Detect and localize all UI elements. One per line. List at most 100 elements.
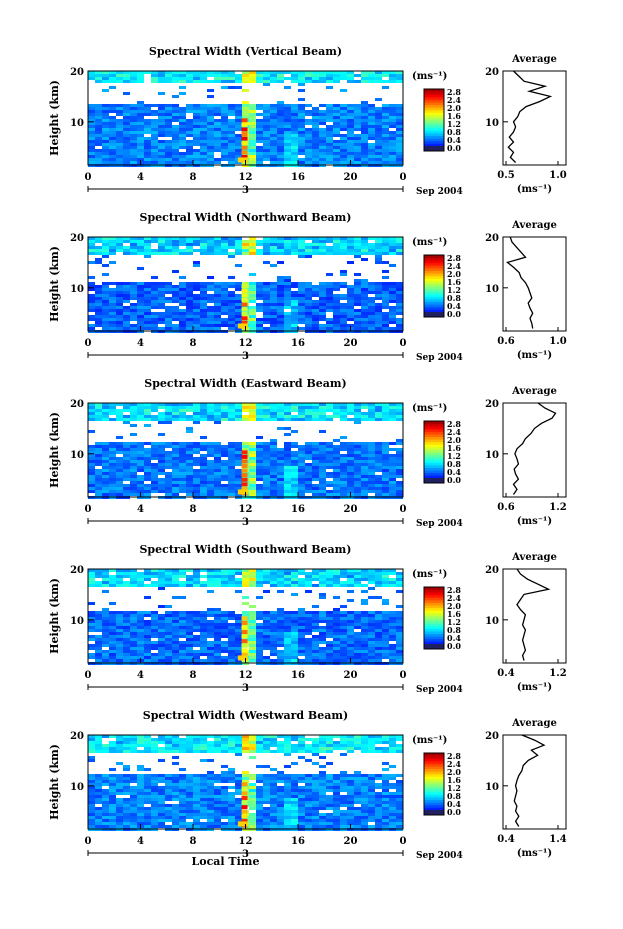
heatmap-cell bbox=[354, 472, 361, 475]
heatmap-cell bbox=[214, 442, 221, 445]
heatmap-cell bbox=[214, 409, 221, 412]
heatmap-cell bbox=[263, 403, 270, 406]
heatmap-cell bbox=[186, 611, 193, 614]
heatmap-cell bbox=[298, 620, 305, 623]
heatmap-cell bbox=[361, 744, 368, 747]
heatmap-cell bbox=[291, 575, 298, 578]
heatmap-cell bbox=[179, 466, 186, 469]
heatmap-cell bbox=[221, 584, 228, 587]
heatmap-cell bbox=[151, 472, 158, 475]
heatmap-cell bbox=[333, 125, 340, 128]
heatmap-cell bbox=[242, 744, 249, 747]
heatmap-cell bbox=[228, 581, 235, 584]
heatmap-cell bbox=[193, 137, 200, 140]
heatmap-cell bbox=[137, 249, 144, 252]
heatmap-cell bbox=[88, 611, 95, 614]
heatmap-cell bbox=[214, 493, 221, 496]
heatmap-cell bbox=[375, 641, 382, 644]
heatmap-cell bbox=[137, 321, 144, 324]
heatmap-cell bbox=[249, 650, 256, 653]
heatmap-cell bbox=[116, 744, 123, 747]
heatmap-cell bbox=[186, 119, 193, 122]
heatmap-cell bbox=[326, 629, 333, 632]
heatmap-cell bbox=[109, 152, 116, 155]
heatmap-cell bbox=[249, 273, 256, 276]
heatmap-cell bbox=[326, 297, 333, 300]
heatmap-cell bbox=[228, 445, 235, 448]
heatmap-cell bbox=[214, 641, 221, 644]
heatmap-cell bbox=[228, 312, 235, 315]
heatmap-cell bbox=[109, 735, 116, 738]
heatmap-cell bbox=[151, 774, 158, 777]
heatmap-cell bbox=[291, 303, 298, 306]
heatmap-cell bbox=[256, 611, 263, 614]
heatmap-cell bbox=[200, 149, 207, 152]
avg-x-tick-label: 0.4 bbox=[497, 668, 514, 679]
heatmap-cell bbox=[326, 321, 333, 324]
heatmap-cell bbox=[123, 146, 130, 149]
heatmap-cell bbox=[193, 128, 200, 131]
heatmap-cell bbox=[291, 611, 298, 614]
heatmap-cell bbox=[242, 747, 249, 750]
heatmap-cell bbox=[102, 243, 109, 246]
heatmap-cell bbox=[158, 243, 165, 246]
heatmap-cell bbox=[123, 623, 130, 626]
heatmap-cell bbox=[354, 122, 361, 125]
heatmap-cell bbox=[158, 735, 165, 738]
heatmap-cell bbox=[95, 623, 102, 626]
heatmap-cell bbox=[221, 448, 228, 451]
x-tick-label: 0 bbox=[85, 338, 92, 349]
heatmap-cell bbox=[109, 626, 116, 629]
heatmap-cell bbox=[333, 237, 340, 240]
heatmap-cell bbox=[109, 409, 116, 412]
heatmap-cell bbox=[221, 303, 228, 306]
heatmap-cell bbox=[207, 116, 214, 119]
heatmap-cell bbox=[319, 614, 326, 617]
heatmap-cell bbox=[88, 249, 95, 252]
heatmap-cell bbox=[102, 572, 109, 575]
heatmap-cell bbox=[144, 744, 151, 747]
heatmap-cell bbox=[340, 273, 347, 276]
heatmap-cell bbox=[291, 125, 298, 128]
heatmap-cell bbox=[256, 113, 263, 116]
heatmap-cell bbox=[151, 161, 158, 164]
heatmap-cell bbox=[354, 487, 361, 490]
heatmap-cell bbox=[333, 481, 340, 484]
heatmap-cell bbox=[137, 650, 144, 653]
colorbar-tick-label: 0.0 bbox=[447, 641, 461, 651]
heatmap-cell bbox=[172, 104, 179, 107]
heatmap-cell bbox=[319, 294, 326, 297]
heatmap-cell bbox=[284, 285, 291, 288]
heatmap-cell bbox=[396, 744, 403, 747]
heatmap-cell bbox=[347, 158, 354, 161]
heatmap-cell bbox=[151, 569, 158, 572]
heatmap-cell bbox=[214, 650, 221, 653]
heatmap-cell bbox=[186, 107, 193, 110]
heatmap-cell bbox=[116, 122, 123, 125]
heatmap-cell bbox=[95, 318, 102, 321]
heatmap-cell bbox=[256, 454, 263, 457]
heatmap-cell bbox=[389, 119, 396, 122]
heatmap-cell bbox=[123, 134, 130, 137]
heatmap-cell bbox=[158, 128, 165, 131]
heatmap-cell bbox=[116, 475, 123, 478]
heatmap-cell bbox=[347, 454, 354, 457]
heatmap-cell bbox=[340, 656, 347, 659]
heatmap-cell bbox=[172, 77, 179, 80]
heatmap-cell bbox=[270, 306, 277, 309]
heatmap-cell bbox=[137, 140, 144, 143]
heatmap-cell bbox=[256, 161, 263, 164]
heatmap-cell bbox=[347, 140, 354, 143]
heatmap-cell bbox=[172, 481, 179, 484]
heatmap-cell bbox=[200, 297, 207, 300]
heatmap-cell bbox=[319, 122, 326, 125]
heatmap-cell bbox=[193, 312, 200, 315]
heatmap-cell bbox=[165, 460, 172, 463]
heatmap-cell bbox=[165, 158, 172, 161]
heatmap-cell bbox=[172, 237, 179, 240]
heatmap-cell bbox=[340, 617, 347, 620]
heatmap-cell bbox=[179, 741, 186, 744]
heatmap-cell bbox=[375, 460, 382, 463]
heatmap-cell bbox=[319, 777, 326, 780]
heatmap-cell bbox=[95, 738, 102, 741]
